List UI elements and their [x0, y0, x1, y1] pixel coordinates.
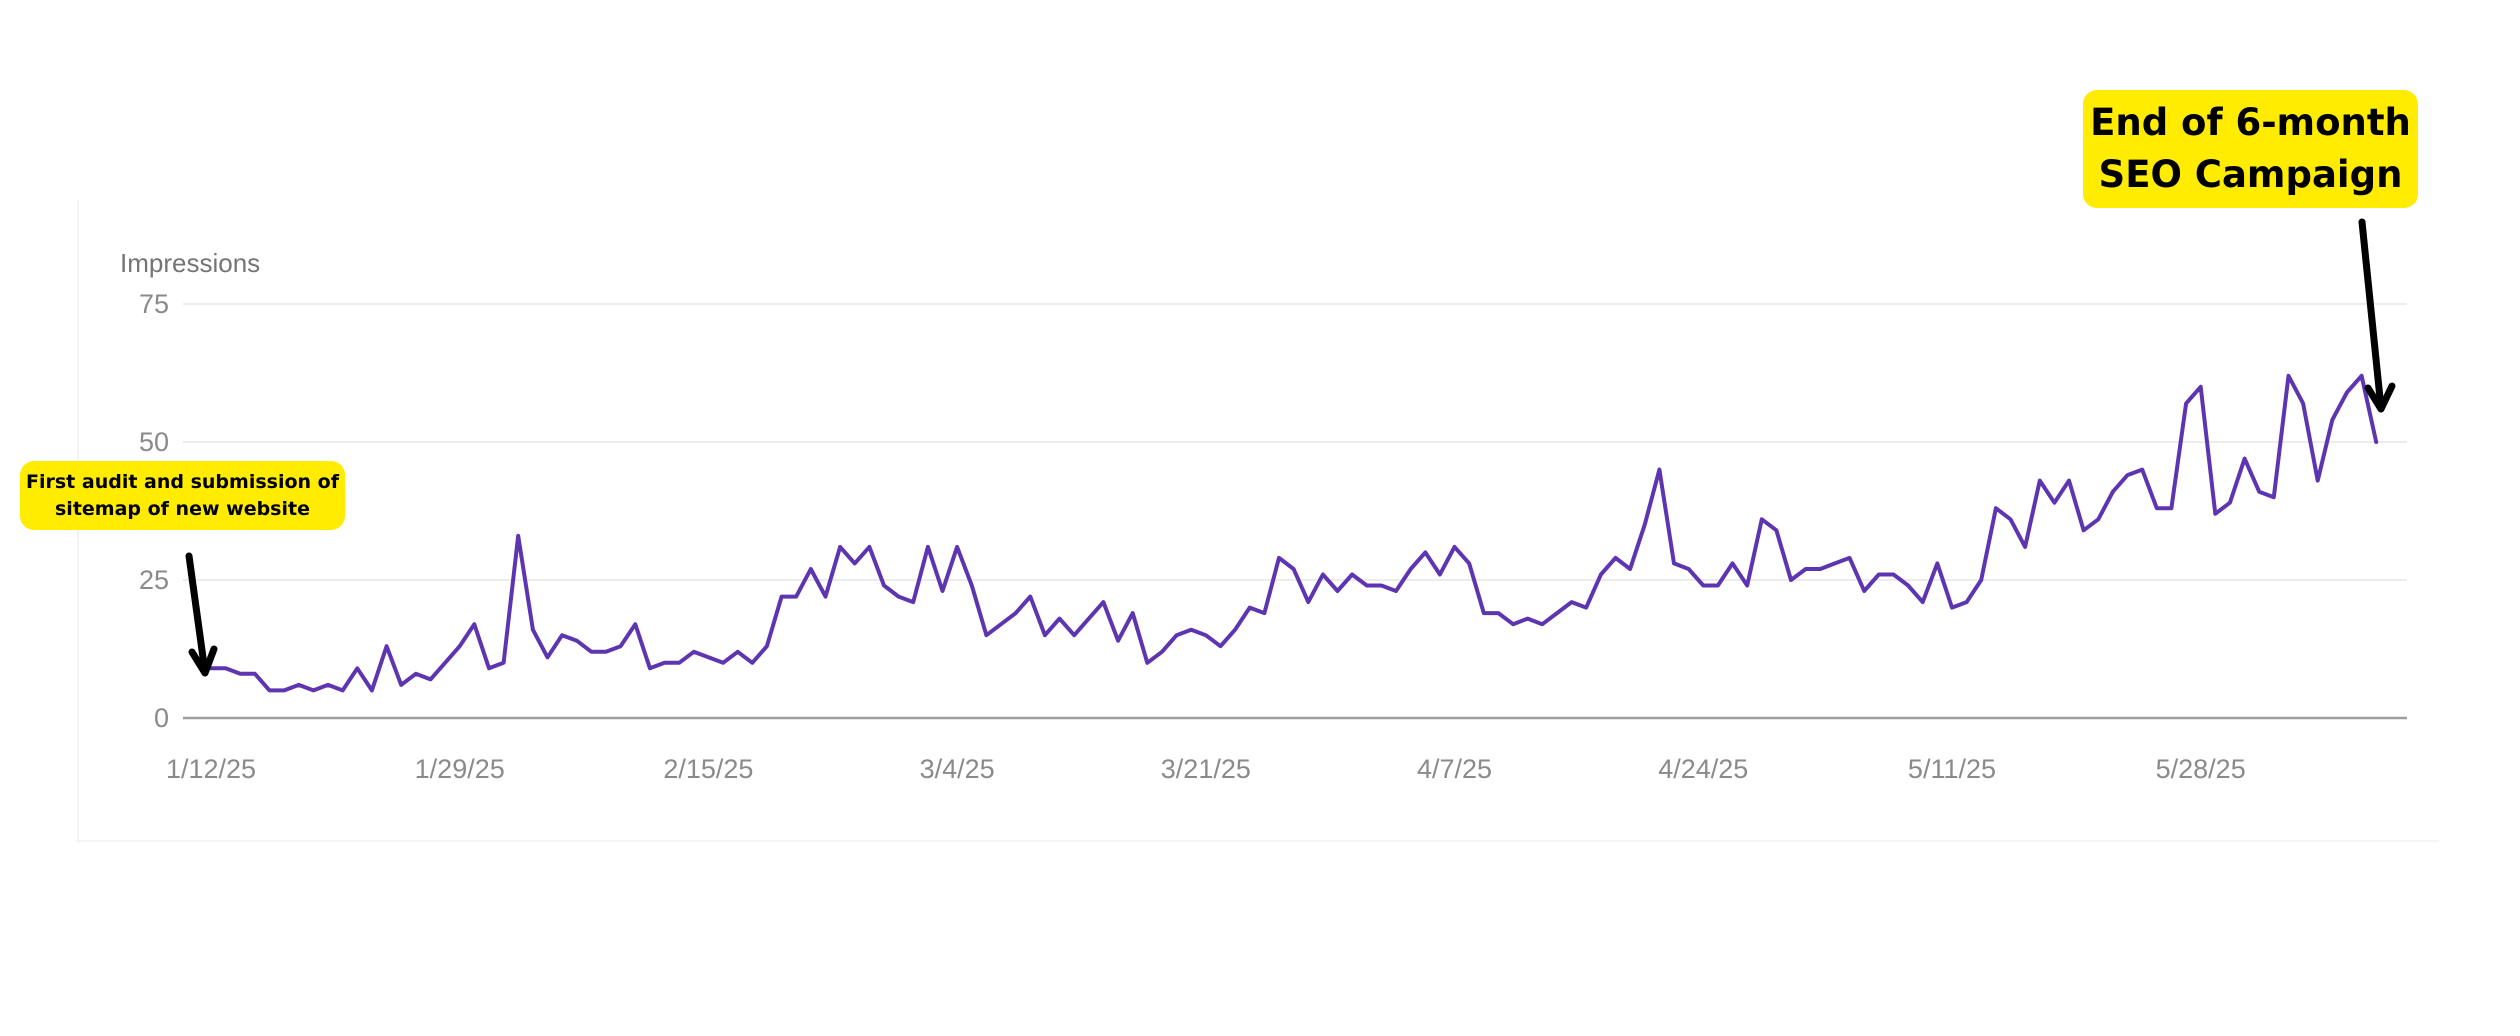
y-axis-label: Impressions — [120, 248, 260, 278]
x-tick-label: 4/7/25 — [1417, 754, 1492, 784]
x-tick-label: 2/15/25 — [663, 754, 753, 784]
impressions-line-chart: Impressions 0 25 50 75 1/12/25 1/29/25 2/15/2… — [120, 248, 2407, 784]
x-tick-label: 3/21/25 — [1161, 754, 1251, 784]
y-tick-label: 25 — [139, 565, 169, 595]
annotation-first-audit-text: First audit and submission of sitemap of… — [26, 470, 339, 520]
y-tick-label: 0 — [154, 703, 169, 733]
x-tick-label: 4/24/25 — [1658, 754, 1748, 784]
x-tick-label: 5/28/25 — [2156, 754, 2246, 784]
y-tick-label: 75 — [139, 289, 169, 319]
annotation-campaign-end: End of 6-month SEO Campaign — [2083, 90, 2418, 208]
impressions-series-line — [209, 373, 2379, 693]
chart-card: Impressions 0 25 50 75 1/12/25 1/29/25 2/15/2… — [77, 200, 2439, 842]
x-tick-label: 1/12/25 — [166, 754, 256, 784]
x-tick-label: 3/4/25 — [920, 754, 995, 784]
y-tick-label: 50 — [139, 427, 169, 457]
annotation-campaign-end-text: End of 6-month SEO Campaign — [2090, 101, 2411, 196]
x-tick-label: 5/11/25 — [1908, 754, 1996, 784]
annotation-first-audit: First audit and submission of sitemap of… — [20, 461, 345, 530]
x-tick-label: 1/29/25 — [415, 754, 505, 784]
